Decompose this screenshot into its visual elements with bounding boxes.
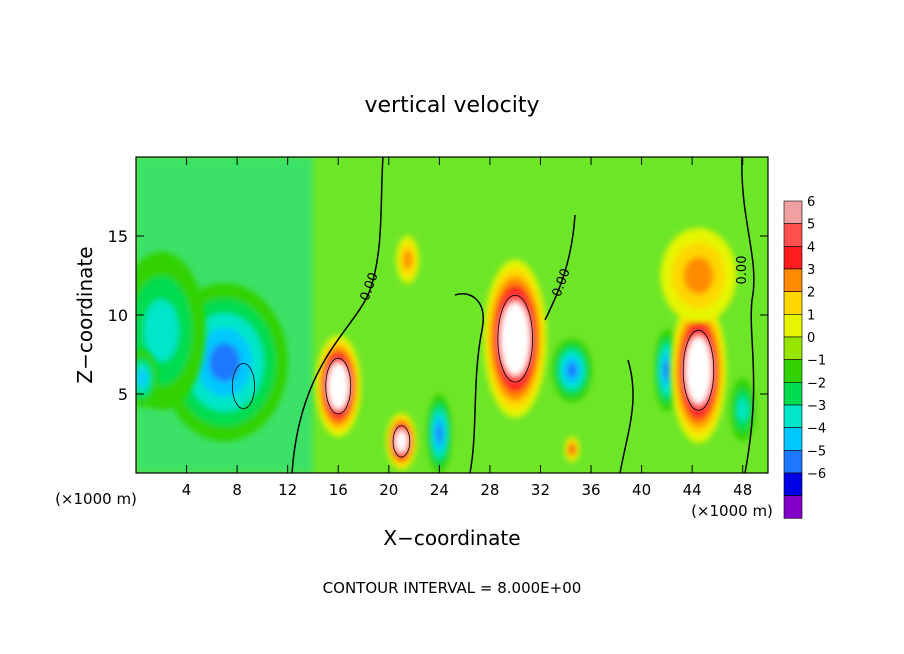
zero-contour <box>454 293 484 473</box>
colorbar-swatch <box>783 314 803 338</box>
colorbar-label: −2 <box>807 376 826 391</box>
y-tick-label: 5 <box>118 385 128 404</box>
zero-contour <box>741 157 755 473</box>
x-tick-label: 16 <box>329 481 348 499</box>
downdraft-level <box>694 360 703 381</box>
downdraft-level <box>510 327 520 350</box>
downdraft-cell <box>660 228 737 323</box>
updraft-cell <box>551 338 593 402</box>
colorbar-swatch <box>783 246 803 270</box>
zero-contour <box>544 214 576 321</box>
updraft-level <box>143 299 179 362</box>
zero-contours <box>291 157 755 473</box>
colorbar-swatch <box>783 336 803 360</box>
updraft-level <box>208 343 240 382</box>
x-unit-left: (×1000 m) <box>55 490 137 508</box>
colorbar-label: 4 <box>807 240 815 255</box>
colorbar-swatch <box>783 268 803 292</box>
x-tick-label: 8 <box>232 481 242 499</box>
plot-area: 0.00 0.00 0.00 <box>135 156 769 474</box>
colorbar-label: −6 <box>807 467 826 482</box>
downdraft-level <box>569 445 575 454</box>
updraft-cell <box>136 251 206 410</box>
updraft-level <box>663 360 670 381</box>
inner-contour <box>231 363 255 410</box>
chart-title: vertical velocity <box>364 93 539 118</box>
colorbar-label: 5 <box>807 218 815 233</box>
downdraft-cell <box>315 335 361 437</box>
x-axis-label: X−coordinate <box>383 526 520 550</box>
updraft-cell <box>730 378 756 442</box>
x-tick-label: 20 <box>379 481 398 499</box>
downdraft-cell <box>386 412 417 470</box>
downdraft-cell <box>483 259 547 418</box>
downdraft-level <box>403 250 413 270</box>
x-axis: 4 8 12 16 20 24 28 32 36 40 44 48 <box>182 157 752 499</box>
contour-label: 0.00 <box>735 256 750 285</box>
y-tick-label: 15 <box>108 227 128 246</box>
inner-contour <box>497 294 533 383</box>
colorbar-swatch <box>783 404 803 428</box>
contour-interval-footer: CONTOUR INTERVAL = 8.000E+00 <box>323 579 582 597</box>
updraft-level <box>567 362 578 379</box>
downdraft-cell <box>396 236 420 284</box>
x-tick-label: 40 <box>632 481 651 499</box>
colorbar: 6 5 4 3 2 1 0 −1 −2 −3 −4 −5 −6 <box>783 195 826 519</box>
inner-contours <box>231 294 715 458</box>
colorbar-label: 1 <box>807 308 815 323</box>
colorbar-swatch <box>783 382 803 406</box>
colorbar-swatch <box>783 200 803 224</box>
downdraft-level <box>399 436 404 446</box>
x-tick-label: 24 <box>430 481 449 499</box>
colorbar-label: −1 <box>807 354 826 369</box>
colorbar-label: −5 <box>807 444 826 459</box>
x-tick-label: 4 <box>182 481 192 499</box>
updraft-cell <box>426 394 452 473</box>
colorbar-swatch <box>783 427 803 451</box>
colorbar-label: 6 <box>807 195 815 210</box>
downdraft-cell <box>670 297 727 443</box>
updraft-level <box>737 397 748 423</box>
zero-contour <box>619 359 634 473</box>
colorbar-label: 2 <box>807 286 815 301</box>
updraft-level <box>436 423 443 444</box>
colorbar-label: −3 <box>807 399 826 414</box>
y-axis-label: Z−coordinate <box>73 246 97 383</box>
y-tick-label: 10 <box>108 306 128 325</box>
colorbar-swatch <box>783 223 803 247</box>
x-tick-label: 44 <box>683 481 702 499</box>
x-tick-label: 36 <box>581 481 600 499</box>
x-tick-label: 48 <box>733 481 752 499</box>
x-tick-label: 28 <box>480 481 499 499</box>
inner-contour <box>392 425 411 458</box>
x-tick-label: 12 <box>278 481 297 499</box>
colorbar-swatch <box>783 450 803 474</box>
y-axis: 5 10 15 <box>108 227 768 404</box>
x-unit-right: (×1000 m) <box>691 502 773 520</box>
colorbar-label: −4 <box>807 422 826 437</box>
colorbar-swatch <box>783 472 803 496</box>
colorbar-label: 0 <box>807 331 815 346</box>
inner-contour <box>682 329 715 411</box>
x-tick-label: 32 <box>531 481 550 499</box>
downdraft-level <box>683 256 714 295</box>
zero-contour <box>291 157 384 473</box>
colorbar-label: 3 <box>807 263 815 278</box>
updraft-cell <box>136 349 158 407</box>
colorbar-swatch <box>783 495 803 519</box>
updraft-level <box>137 369 147 387</box>
colorbar-swatch <box>783 291 803 315</box>
downdraft-cell <box>564 436 580 462</box>
velocity-field <box>136 157 756 473</box>
inner-contour <box>325 357 352 415</box>
colorbar-swatch <box>783 359 803 383</box>
downdraft-level <box>335 379 342 394</box>
